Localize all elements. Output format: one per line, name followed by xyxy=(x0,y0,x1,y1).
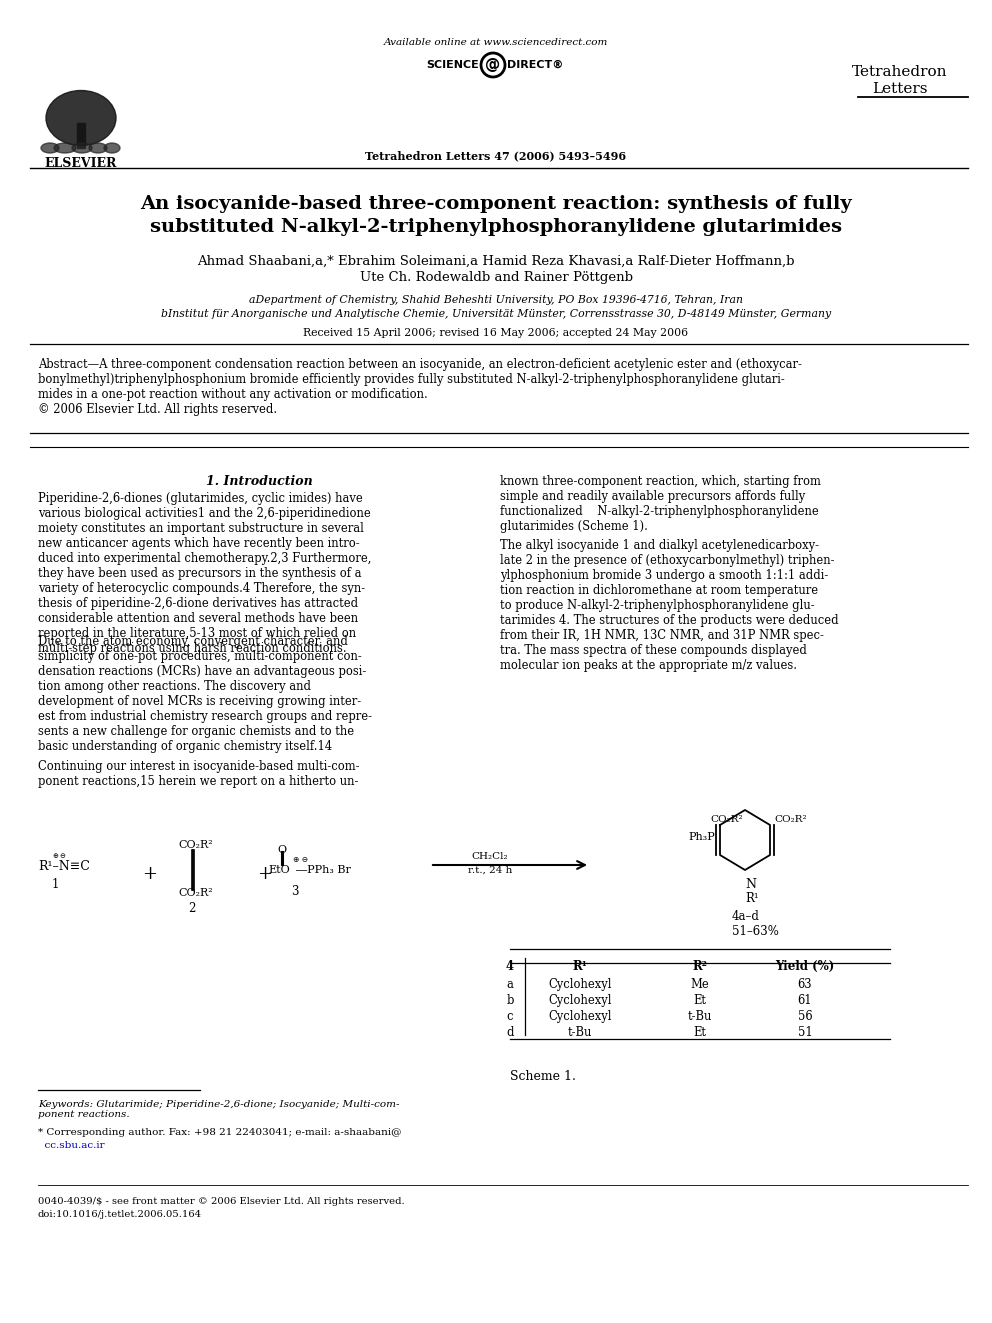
Text: 1: 1 xyxy=(52,878,59,890)
Text: ⊕: ⊕ xyxy=(52,853,58,859)
Text: 3: 3 xyxy=(292,885,299,898)
Text: doi:10.1016/j.tetlet.2006.05.164: doi:10.1016/j.tetlet.2006.05.164 xyxy=(38,1211,202,1218)
Text: ⊕ ⊖: ⊕ ⊖ xyxy=(293,856,309,864)
Text: * Corresponding author. Fax: +98 21 22403041; e-mail: a-shaabani@: * Corresponding author. Fax: +98 21 2240… xyxy=(38,1129,402,1136)
Text: c: c xyxy=(507,1009,513,1023)
Text: R¹: R¹ xyxy=(572,960,587,972)
Text: 4a–d: 4a–d xyxy=(732,910,760,923)
Text: substituted N-alkyl-2-triphenylphosphoranylidene glutarimides: substituted N-alkyl-2-triphenylphosphora… xyxy=(150,218,842,235)
Text: aDepartment of Chemistry, Shahid Beheshti University, PO Box 19396-4716, Tehran,: aDepartment of Chemistry, Shahid Behesht… xyxy=(249,295,743,306)
Text: 63: 63 xyxy=(798,978,812,991)
Bar xyxy=(77,123,85,148)
Text: Yield (%): Yield (%) xyxy=(776,960,834,972)
Text: Continuing our interest in isocyanide-based multi-com-
ponent reactions,15 herei: Continuing our interest in isocyanide-ba… xyxy=(38,759,359,789)
Text: Abstract—A three-component condensation reaction between an isocyanide, an elect: Abstract—A three-component condensation … xyxy=(38,359,802,415)
Text: t-Bu: t-Bu xyxy=(687,1009,712,1023)
Text: 4: 4 xyxy=(506,960,514,972)
Text: Keywords: Glutarimide; Piperidine-2,6-dione; Isocyanide; Multi-com-
ponent react: Keywords: Glutarimide; Piperidine-2,6-di… xyxy=(38,1099,400,1119)
Text: CO₂R²: CO₂R² xyxy=(710,815,743,824)
Text: r.t., 24 h: r.t., 24 h xyxy=(468,867,512,875)
Text: ELSEVIER: ELSEVIER xyxy=(45,157,117,169)
Text: CH₂Cl₂: CH₂Cl₂ xyxy=(471,852,508,861)
Ellipse shape xyxy=(41,143,59,153)
Text: 1. Introduction: 1. Introduction xyxy=(205,475,312,488)
Text: 51–63%: 51–63% xyxy=(732,925,779,938)
Text: EtO: EtO xyxy=(268,865,290,875)
Text: ⊖: ⊖ xyxy=(60,853,64,859)
Text: Ph₃P: Ph₃P xyxy=(688,832,715,841)
Text: Me: Me xyxy=(690,978,709,991)
Text: bInstitut für Anorganische und Analytische Chemie, Universität Münster, Correnss: bInstitut für Anorganische und Analytisc… xyxy=(161,310,831,319)
Text: +: + xyxy=(143,865,158,882)
Text: 51: 51 xyxy=(798,1027,812,1039)
Text: CO₂R²: CO₂R² xyxy=(774,815,806,824)
Text: cc.sbu.ac.ir: cc.sbu.ac.ir xyxy=(38,1140,104,1150)
Text: R¹: R¹ xyxy=(745,892,759,905)
Text: 2: 2 xyxy=(188,902,195,916)
Text: N: N xyxy=(745,878,756,890)
Text: 61: 61 xyxy=(798,994,812,1007)
Text: Cyclohexyl: Cyclohexyl xyxy=(549,994,612,1007)
Text: CO₂R²: CO₂R² xyxy=(178,888,212,898)
Text: Tetrahedron: Tetrahedron xyxy=(852,65,947,79)
Text: t-Bu: t-Bu xyxy=(567,1027,592,1039)
Text: Et: Et xyxy=(693,994,706,1007)
Ellipse shape xyxy=(46,90,116,146)
Text: 0040-4039/$ - see front matter © 2006 Elsevier Ltd. All rights reserved.: 0040-4039/$ - see front matter © 2006 El… xyxy=(38,1197,405,1207)
Text: +: + xyxy=(258,865,273,882)
Ellipse shape xyxy=(89,143,107,153)
Text: R²: R² xyxy=(692,960,707,972)
Text: Cyclohexyl: Cyclohexyl xyxy=(549,1009,612,1023)
Text: The alkyl isocyanide 1 and dialkyl acetylenedicarboxy-
late 2 in the presence of: The alkyl isocyanide 1 and dialkyl acety… xyxy=(500,538,838,672)
Text: O: O xyxy=(278,845,287,855)
Text: Et: Et xyxy=(693,1027,706,1039)
Text: Scheme 1.: Scheme 1. xyxy=(510,1070,576,1084)
Text: Received 15 April 2006; revised 16 May 2006; accepted 24 May 2006: Received 15 April 2006; revised 16 May 2… xyxy=(304,328,688,337)
Text: CO₂R²: CO₂R² xyxy=(178,840,212,849)
Text: known three-component reaction, which, starting from
simple and readily availabl: known three-component reaction, which, s… xyxy=(500,475,820,533)
Text: Ahmad Shaabani,a,* Ebrahim Soleimani,a Hamid Reza Khavasi,a Ralf-Dieter Hoffmann: Ahmad Shaabani,a,* Ebrahim Soleimani,a H… xyxy=(197,255,795,269)
Text: Tetrahedron Letters 47 (2006) 5493–5496: Tetrahedron Letters 47 (2006) 5493–5496 xyxy=(365,149,627,161)
Text: b: b xyxy=(506,994,514,1007)
Text: Ute Ch. Rodewaldb and Rainer Pöttgenb: Ute Ch. Rodewaldb and Rainer Pöttgenb xyxy=(359,271,633,284)
Text: a: a xyxy=(507,978,514,991)
Text: DIRECT®: DIRECT® xyxy=(507,60,563,70)
Text: R¹–N≡C: R¹–N≡C xyxy=(38,860,90,873)
Text: ―PPh₃ Br: ―PPh₃ Br xyxy=(296,865,351,875)
Text: Cyclohexyl: Cyclohexyl xyxy=(549,978,612,991)
Text: Due to the atom economy, convergent character, and
simplicity of one-pot procedu: Due to the atom economy, convergent char… xyxy=(38,635,372,753)
Text: Available online at www.sciencedirect.com: Available online at www.sciencedirect.co… xyxy=(384,38,608,48)
Ellipse shape xyxy=(104,143,120,153)
Text: Piperidine-2,6-diones (glutarimides, cyclic imides) have
various biological acti: Piperidine-2,6-diones (glutarimides, cyc… xyxy=(38,492,371,655)
Ellipse shape xyxy=(72,143,92,153)
Text: 56: 56 xyxy=(798,1009,812,1023)
Ellipse shape xyxy=(54,143,76,153)
Text: Letters: Letters xyxy=(872,82,928,97)
Text: An isocyanide-based three-component reaction: synthesis of fully: An isocyanide-based three-component reac… xyxy=(140,194,852,213)
Text: @: @ xyxy=(485,57,501,73)
Text: d: d xyxy=(506,1027,514,1039)
Text: SCIENCE: SCIENCE xyxy=(427,60,479,70)
